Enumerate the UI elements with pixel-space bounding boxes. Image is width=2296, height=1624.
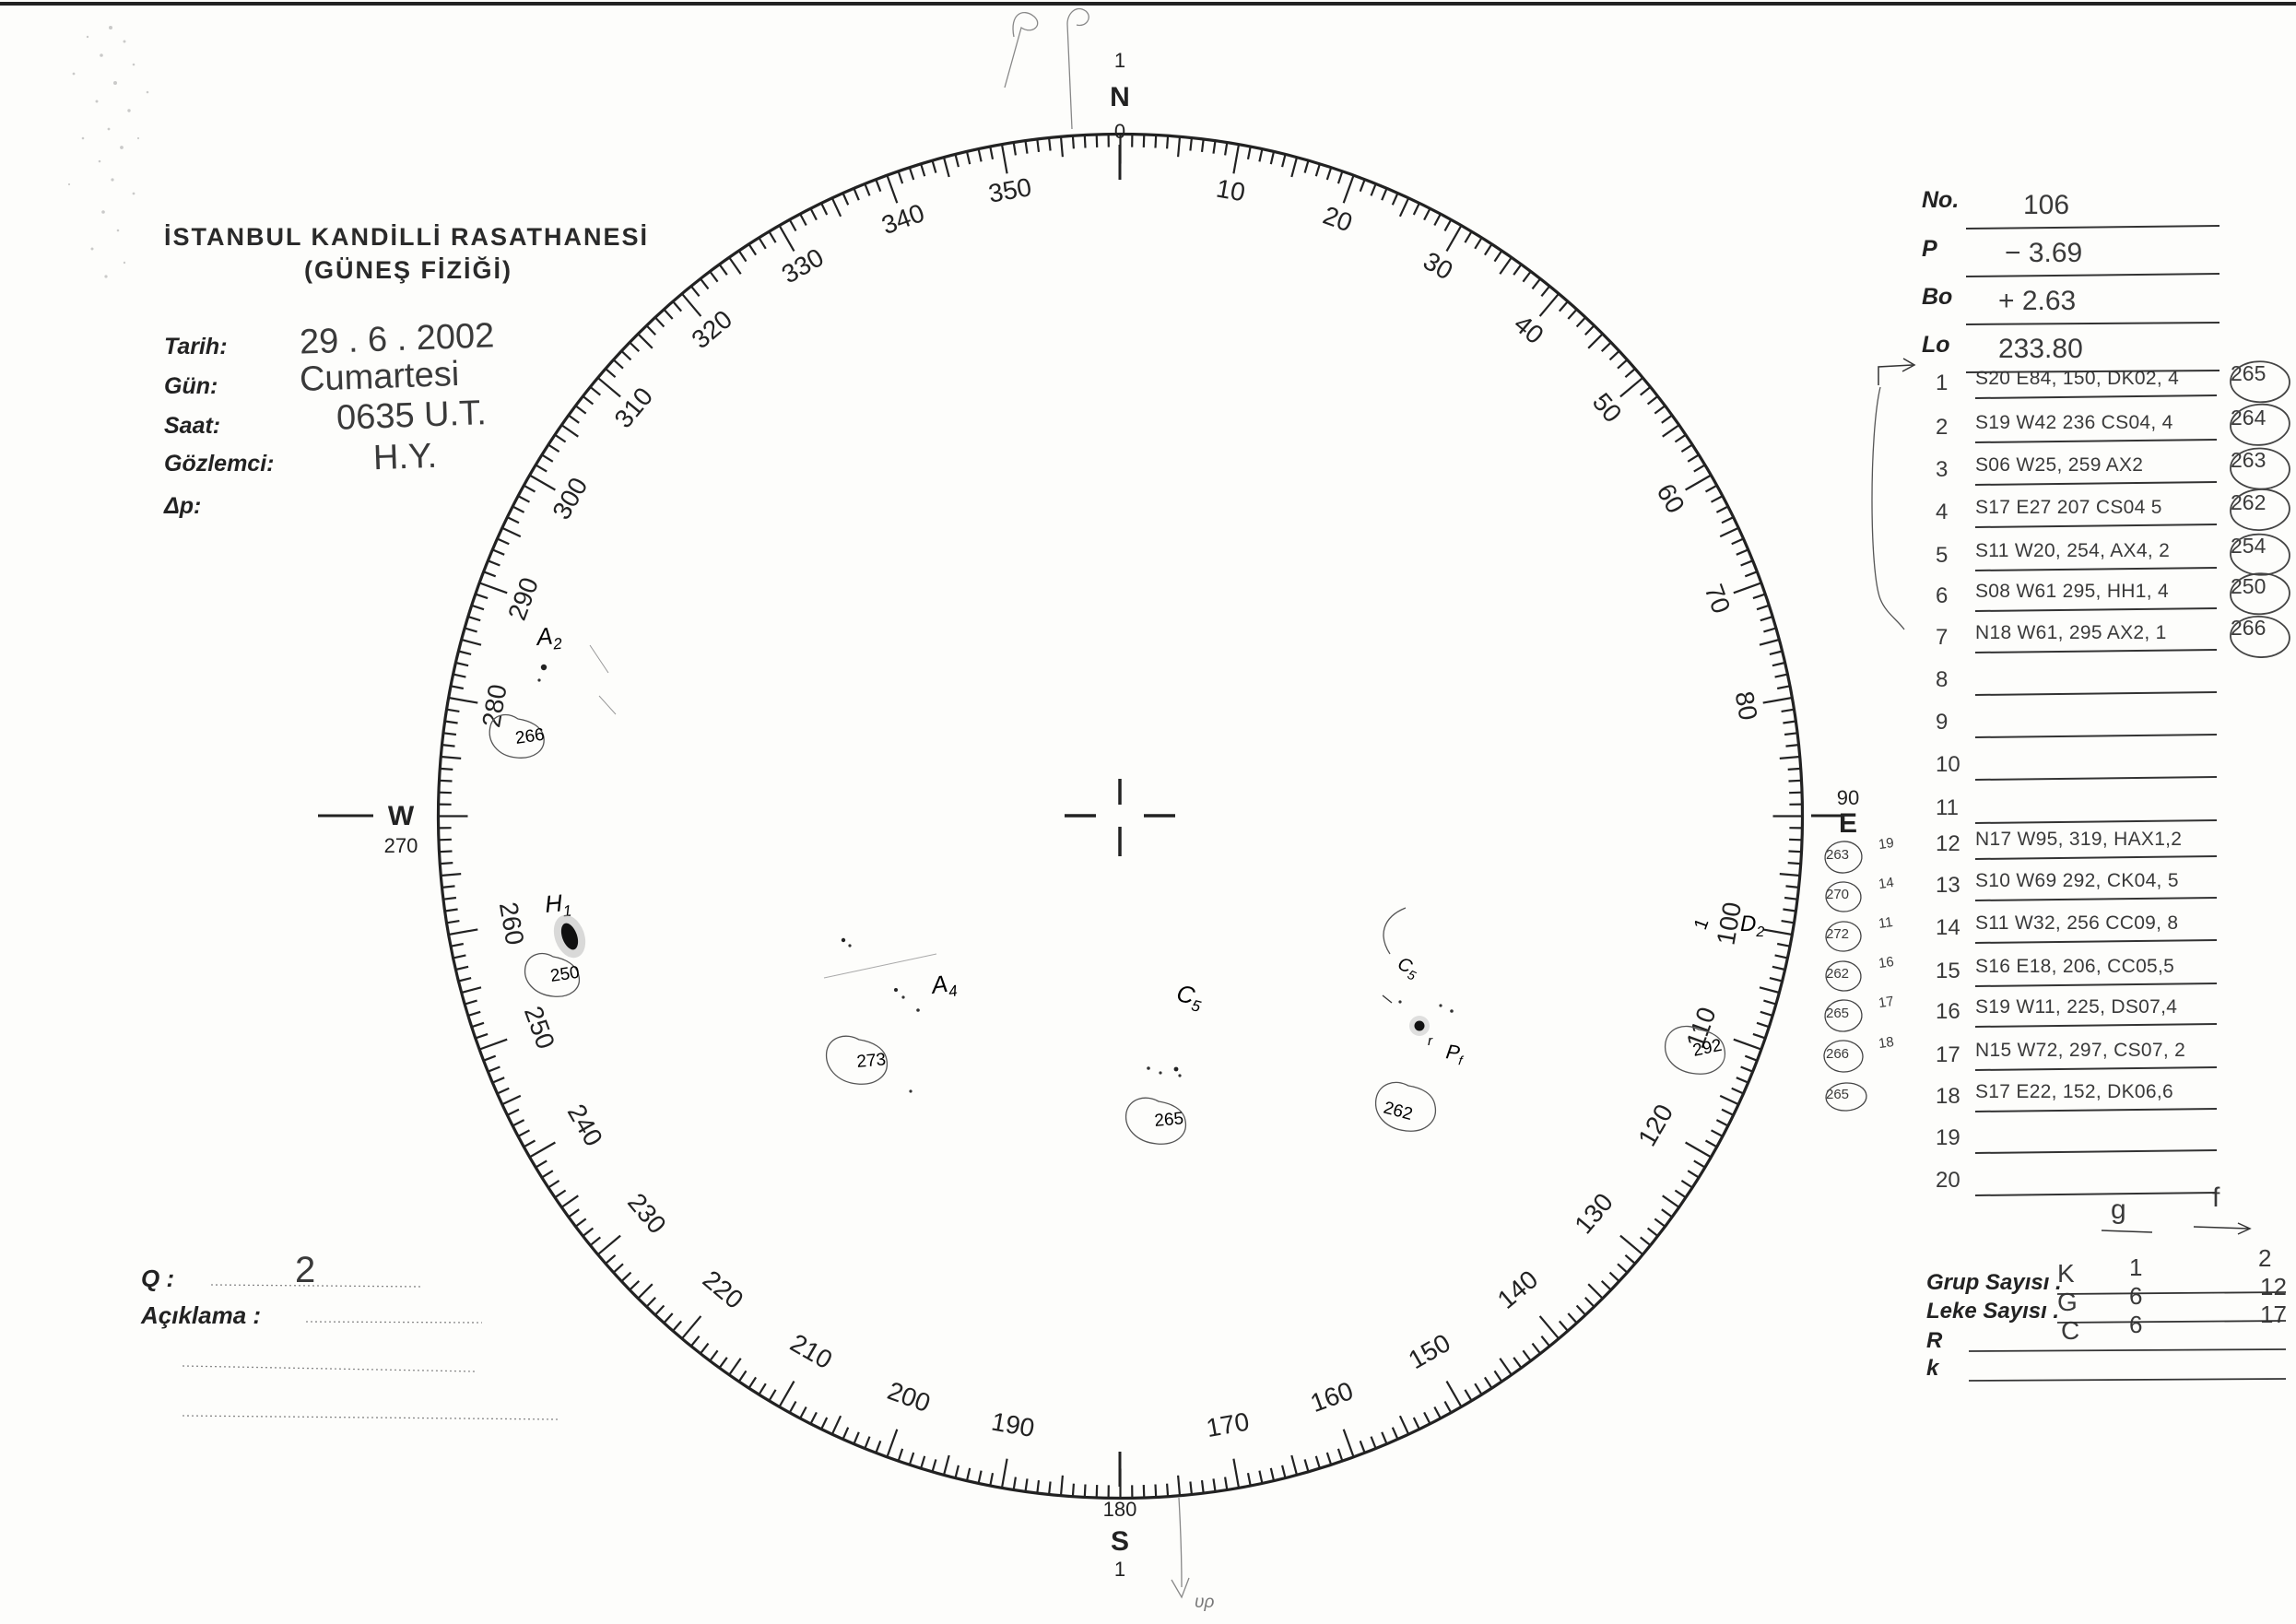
svg-text:260: 260 <box>494 900 530 947</box>
svg-text:240: 240 <box>562 1100 608 1151</box>
svg-text:140: 140 <box>1492 1265 1544 1314</box>
svg-text:250: 250 <box>519 1003 560 1053</box>
svg-text:120: 120 <box>1632 1100 1678 1151</box>
svg-text:Pf: Pf <box>1444 1040 1466 1068</box>
svg-text:210: 210 <box>785 1328 837 1374</box>
svg-text:E: E <box>1839 808 1857 839</box>
svg-text:170: 170 <box>1204 1407 1251 1443</box>
svg-text:C5: C5 <box>1172 979 1207 1016</box>
svg-text:A2: A2 <box>534 621 563 654</box>
svg-text:S: S <box>1111 1526 1129 1557</box>
svg-text:273: 273 <box>856 1050 887 1072</box>
svg-text:130: 130 <box>1569 1188 1619 1240</box>
svg-text:40: 40 <box>1509 309 1549 349</box>
svg-text:160: 160 <box>1307 1376 1358 1418</box>
svg-text:0: 0 <box>1114 120 1125 143</box>
svg-text:1: 1 <box>1114 49 1125 72</box>
svg-text:150: 150 <box>1404 1328 1455 1374</box>
svg-text:1: 1 <box>1690 916 1713 933</box>
svg-text:220: 220 <box>698 1265 749 1314</box>
svg-text:265: 265 <box>1154 1109 1184 1131</box>
svg-text:300: 300 <box>547 473 593 524</box>
svg-text:290: 290 <box>502 573 544 624</box>
svg-text:320: 320 <box>686 304 737 354</box>
svg-text:50: 50 <box>1587 387 1628 428</box>
svg-text:190: 190 <box>989 1407 1036 1443</box>
svg-text:350: 350 <box>986 172 1033 208</box>
svg-text:W: W <box>388 801 415 831</box>
svg-text:180: 180 <box>1103 1498 1137 1521</box>
svg-text:60: 60 <box>1651 479 1690 518</box>
svg-text:230: 230 <box>622 1188 672 1240</box>
svg-text:N: N <box>1110 82 1130 112</box>
svg-text:330: 330 <box>777 242 829 288</box>
svg-text:250: 250 <box>549 963 581 986</box>
svg-text:υρ: υρ <box>1195 1593 1214 1612</box>
svg-text:80: 80 <box>1730 689 1763 723</box>
svg-text:A4: A4 <box>928 969 959 1004</box>
svg-text:10: 10 <box>1214 173 1247 206</box>
svg-text:30: 30 <box>1419 246 1457 285</box>
svg-text:270: 270 <box>384 834 418 857</box>
svg-text:D2: D2 <box>1740 912 1764 940</box>
svg-text:266: 266 <box>514 725 546 748</box>
svg-text:90: 90 <box>1837 786 1859 809</box>
svg-text:70: 70 <box>1700 581 1737 618</box>
svg-text:262: 262 <box>1382 1099 1415 1124</box>
svg-text:340: 340 <box>877 198 928 240</box>
svg-text:200: 200 <box>884 1376 935 1418</box>
svg-text:C5: C5 <box>1394 954 1422 983</box>
svg-text:r: r <box>1428 1033 1433 1049</box>
svg-text:20: 20 <box>1319 201 1356 238</box>
svg-text:310: 310 <box>608 382 658 433</box>
svg-text:280: 280 <box>477 682 512 729</box>
svg-text:1: 1 <box>1114 1558 1125 1581</box>
